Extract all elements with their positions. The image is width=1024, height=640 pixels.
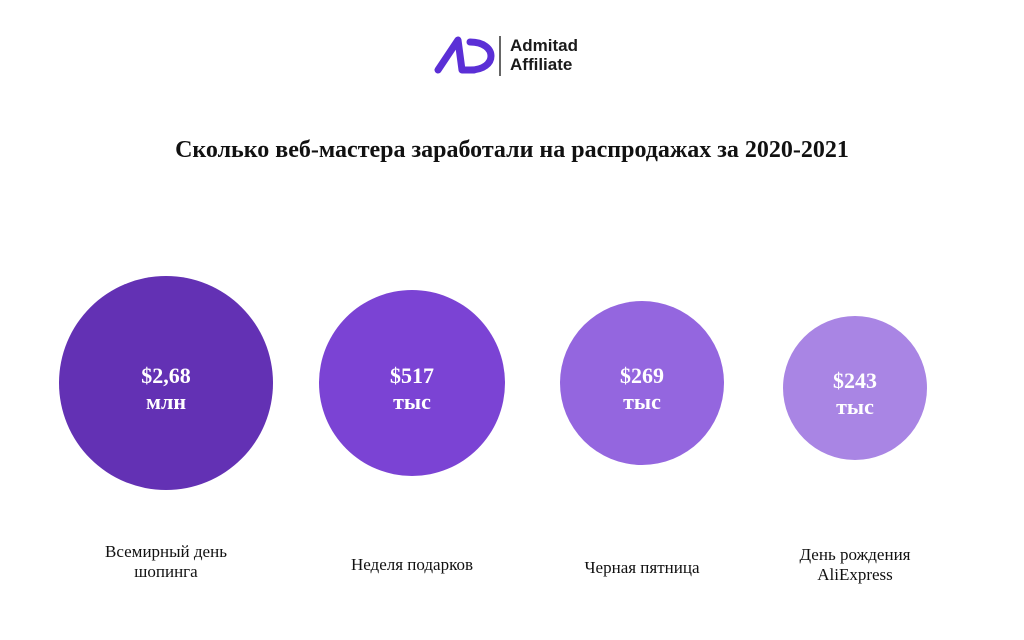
bubble-unit: тыс bbox=[393, 389, 431, 414]
bubble-value: $269 bbox=[620, 363, 664, 388]
bubble-value: $2,68 bbox=[141, 363, 191, 388]
bubble bbox=[319, 290, 505, 476]
logo-line1: Admitad bbox=[510, 36, 578, 55]
logo-icon bbox=[434, 36, 495, 74]
bubble-value: $243 bbox=[833, 368, 877, 393]
logo-line2: Affiliate bbox=[510, 55, 573, 74]
category-label: День рождения AliExpress bbox=[799, 545, 911, 584]
bubble bbox=[59, 276, 273, 490]
bubble-unit: тыс bbox=[836, 394, 874, 419]
bubble-unit: млн bbox=[145, 389, 186, 414]
bubble bbox=[783, 316, 927, 460]
title: Сколько веб-мастера заработали на распро… bbox=[175, 137, 849, 163]
category-label: Неделя подарков bbox=[350, 555, 474, 574]
bubble bbox=[560, 301, 724, 465]
bubble-value: $517 bbox=[390, 363, 434, 388]
bubble-unit: тыс bbox=[623, 389, 661, 414]
category-label: Черная пятница bbox=[584, 558, 700, 577]
category-label: Всемирный день шопинга bbox=[105, 542, 227, 581]
